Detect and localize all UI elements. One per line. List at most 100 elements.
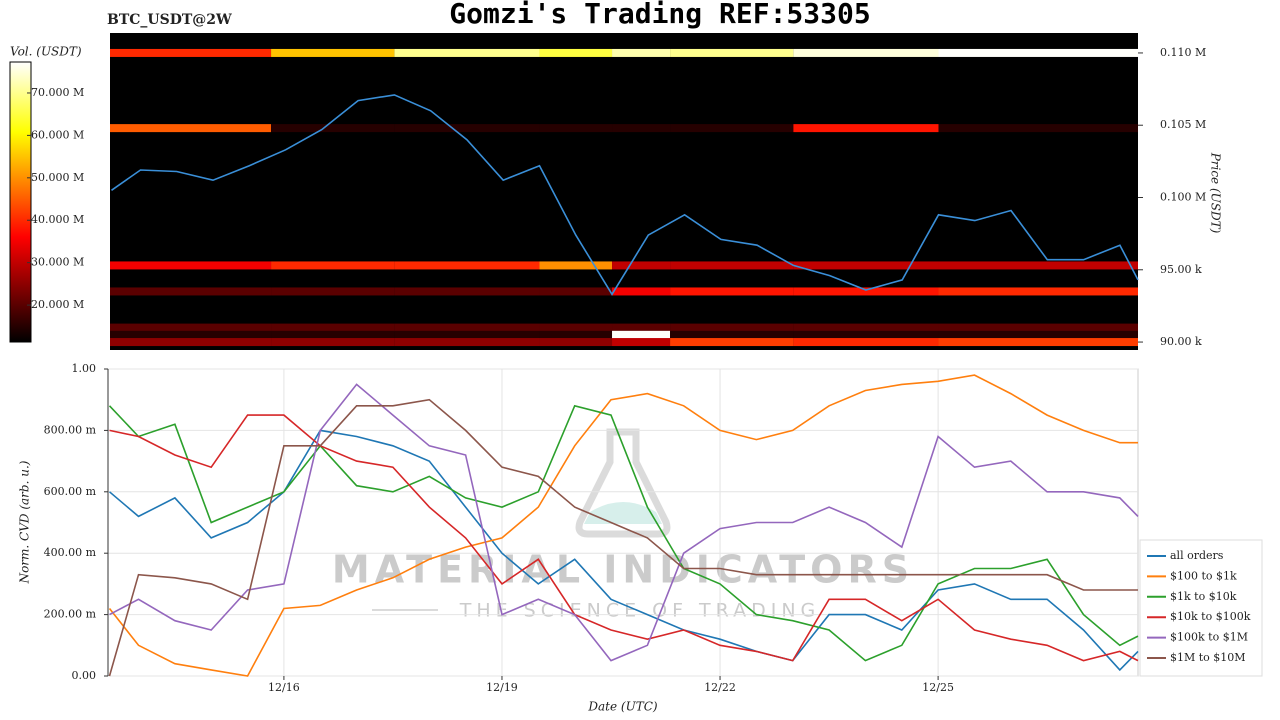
heat-cell [110, 287, 272, 296]
heat-cell [271, 124, 395, 133]
heat-cell [793, 323, 939, 332]
legend-entry: all orders [1170, 549, 1224, 562]
y-tick-label: 200.00 m [44, 608, 97, 621]
cvd-line [108, 374, 1138, 677]
legend-entry: $1k to $10k [1170, 590, 1237, 603]
colorbar-tick-label: 70.000 M [31, 86, 84, 99]
x-tick-label: 12/16 [268, 681, 300, 694]
cvd-line [109, 414, 1139, 662]
heat-cell [670, 261, 794, 270]
heat-cell [670, 48, 794, 57]
heat-cell [110, 338, 272, 347]
colorbar-label: Vol. (USDT) [10, 45, 82, 59]
heat-cell [938, 330, 1138, 339]
cvd-line [108, 398, 1138, 677]
heat-cell [394, 323, 540, 332]
legend-entry: $1M to $10M [1170, 651, 1246, 664]
heat-cell [612, 287, 671, 296]
heatmap-background [110, 33, 1138, 350]
heat-cell [670, 330, 794, 339]
heat-cell [539, 287, 613, 296]
heat-cell [938, 261, 1138, 270]
heat-cell [670, 124, 794, 133]
cvd-line [109, 383, 1139, 662]
heat-cell [394, 330, 540, 339]
legend-entry: $100k to $1M [1170, 631, 1248, 644]
legend [1139, 539, 1263, 677]
heat-cell [110, 261, 272, 270]
heat-cell [612, 261, 671, 270]
price-tick-label: 0.105 M [1160, 118, 1206, 131]
price-tick-label: 0.110 M [1160, 46, 1206, 59]
heat-cell [394, 287, 540, 296]
heat-cell [271, 330, 395, 339]
price-tick-label: 0.100 M [1160, 190, 1206, 203]
heat-cell [793, 48, 939, 57]
legend-entry: $100 to $1k [1170, 569, 1237, 582]
colorbar-tick-label: 20.000 M [31, 298, 84, 311]
heat-cell [394, 124, 540, 133]
symbol: BTC_USDT@2W [107, 12, 232, 28]
heat-cell [670, 287, 794, 296]
heat-cell [110, 330, 272, 339]
price-line [111, 94, 1139, 296]
colorbar-tick-label: 30.000 M [31, 256, 84, 269]
heat-cell [271, 48, 395, 57]
heat-cell [394, 48, 540, 57]
flask-icon [575, 428, 671, 538]
heat-cell [612, 330, 671, 339]
heat-cell [670, 338, 794, 347]
y-tick-label: 1.00 [72, 362, 97, 375]
heat-cell [670, 323, 794, 332]
colorbar [9, 61, 32, 343]
heat-cell [271, 287, 395, 296]
heat-cell [938, 287, 1138, 296]
legend-entry: $10k to $100k [1170, 610, 1251, 623]
y-tick-label: 800.00 m [44, 423, 97, 436]
heat-cell [612, 124, 671, 133]
heat-cell [110, 48, 272, 57]
cvd-line [108, 404, 1139, 662]
heat-cell [938, 338, 1138, 347]
watermark-brand: MATERIAL INDICATORS [332, 548, 914, 592]
x-tick-label: 12/22 [704, 681, 736, 694]
x-tick-label: 12/25 [922, 681, 954, 694]
heat-cell [539, 323, 613, 332]
y-tick-label: 600.00 m [44, 485, 97, 498]
y-tick-label: 400.00 m [44, 546, 97, 559]
heat-cell [271, 261, 395, 270]
date-axis-label: Date (UTC) [587, 700, 657, 714]
heat-cell [539, 330, 613, 339]
y-tick-label: 0.00 [72, 669, 97, 682]
price-axis-label: Price (USDT) [1209, 152, 1223, 234]
heat-cell [394, 338, 540, 347]
heat-cell [539, 48, 613, 57]
colorbar-tick-label: 40.000 M [31, 213, 84, 226]
cvd-plot-area [107, 368, 1139, 677]
heat-cell [793, 124, 939, 133]
heat-cell [110, 323, 272, 332]
cvd-axis-label: Norm. CVD (arb. u.) [18, 460, 32, 584]
heat-cell [612, 323, 671, 332]
heat-cell [793, 287, 939, 296]
heat-cell [539, 261, 613, 270]
heat-cell [793, 330, 939, 339]
heat-cell [612, 338, 671, 347]
price-tick-label: 90.00 k [1160, 335, 1202, 348]
heat-cell [539, 124, 613, 133]
heat-cell [938, 48, 1138, 57]
title: Gomzi's Trading REF:53305 [449, 0, 870, 30]
heat-cell [271, 338, 395, 347]
colorbar-tick-label: 60.000 M [31, 128, 84, 141]
heat-cell [793, 261, 939, 270]
x-tick-label: 12/19 [486, 681, 518, 694]
heat-cell [612, 48, 671, 57]
heat-cell [938, 323, 1138, 332]
heat-cell [539, 338, 613, 347]
heat-cell [271, 323, 395, 332]
heat-cell [394, 261, 540, 270]
colorbar-tick-label: 50.000 M [31, 171, 84, 184]
heat-cell [938, 124, 1138, 133]
